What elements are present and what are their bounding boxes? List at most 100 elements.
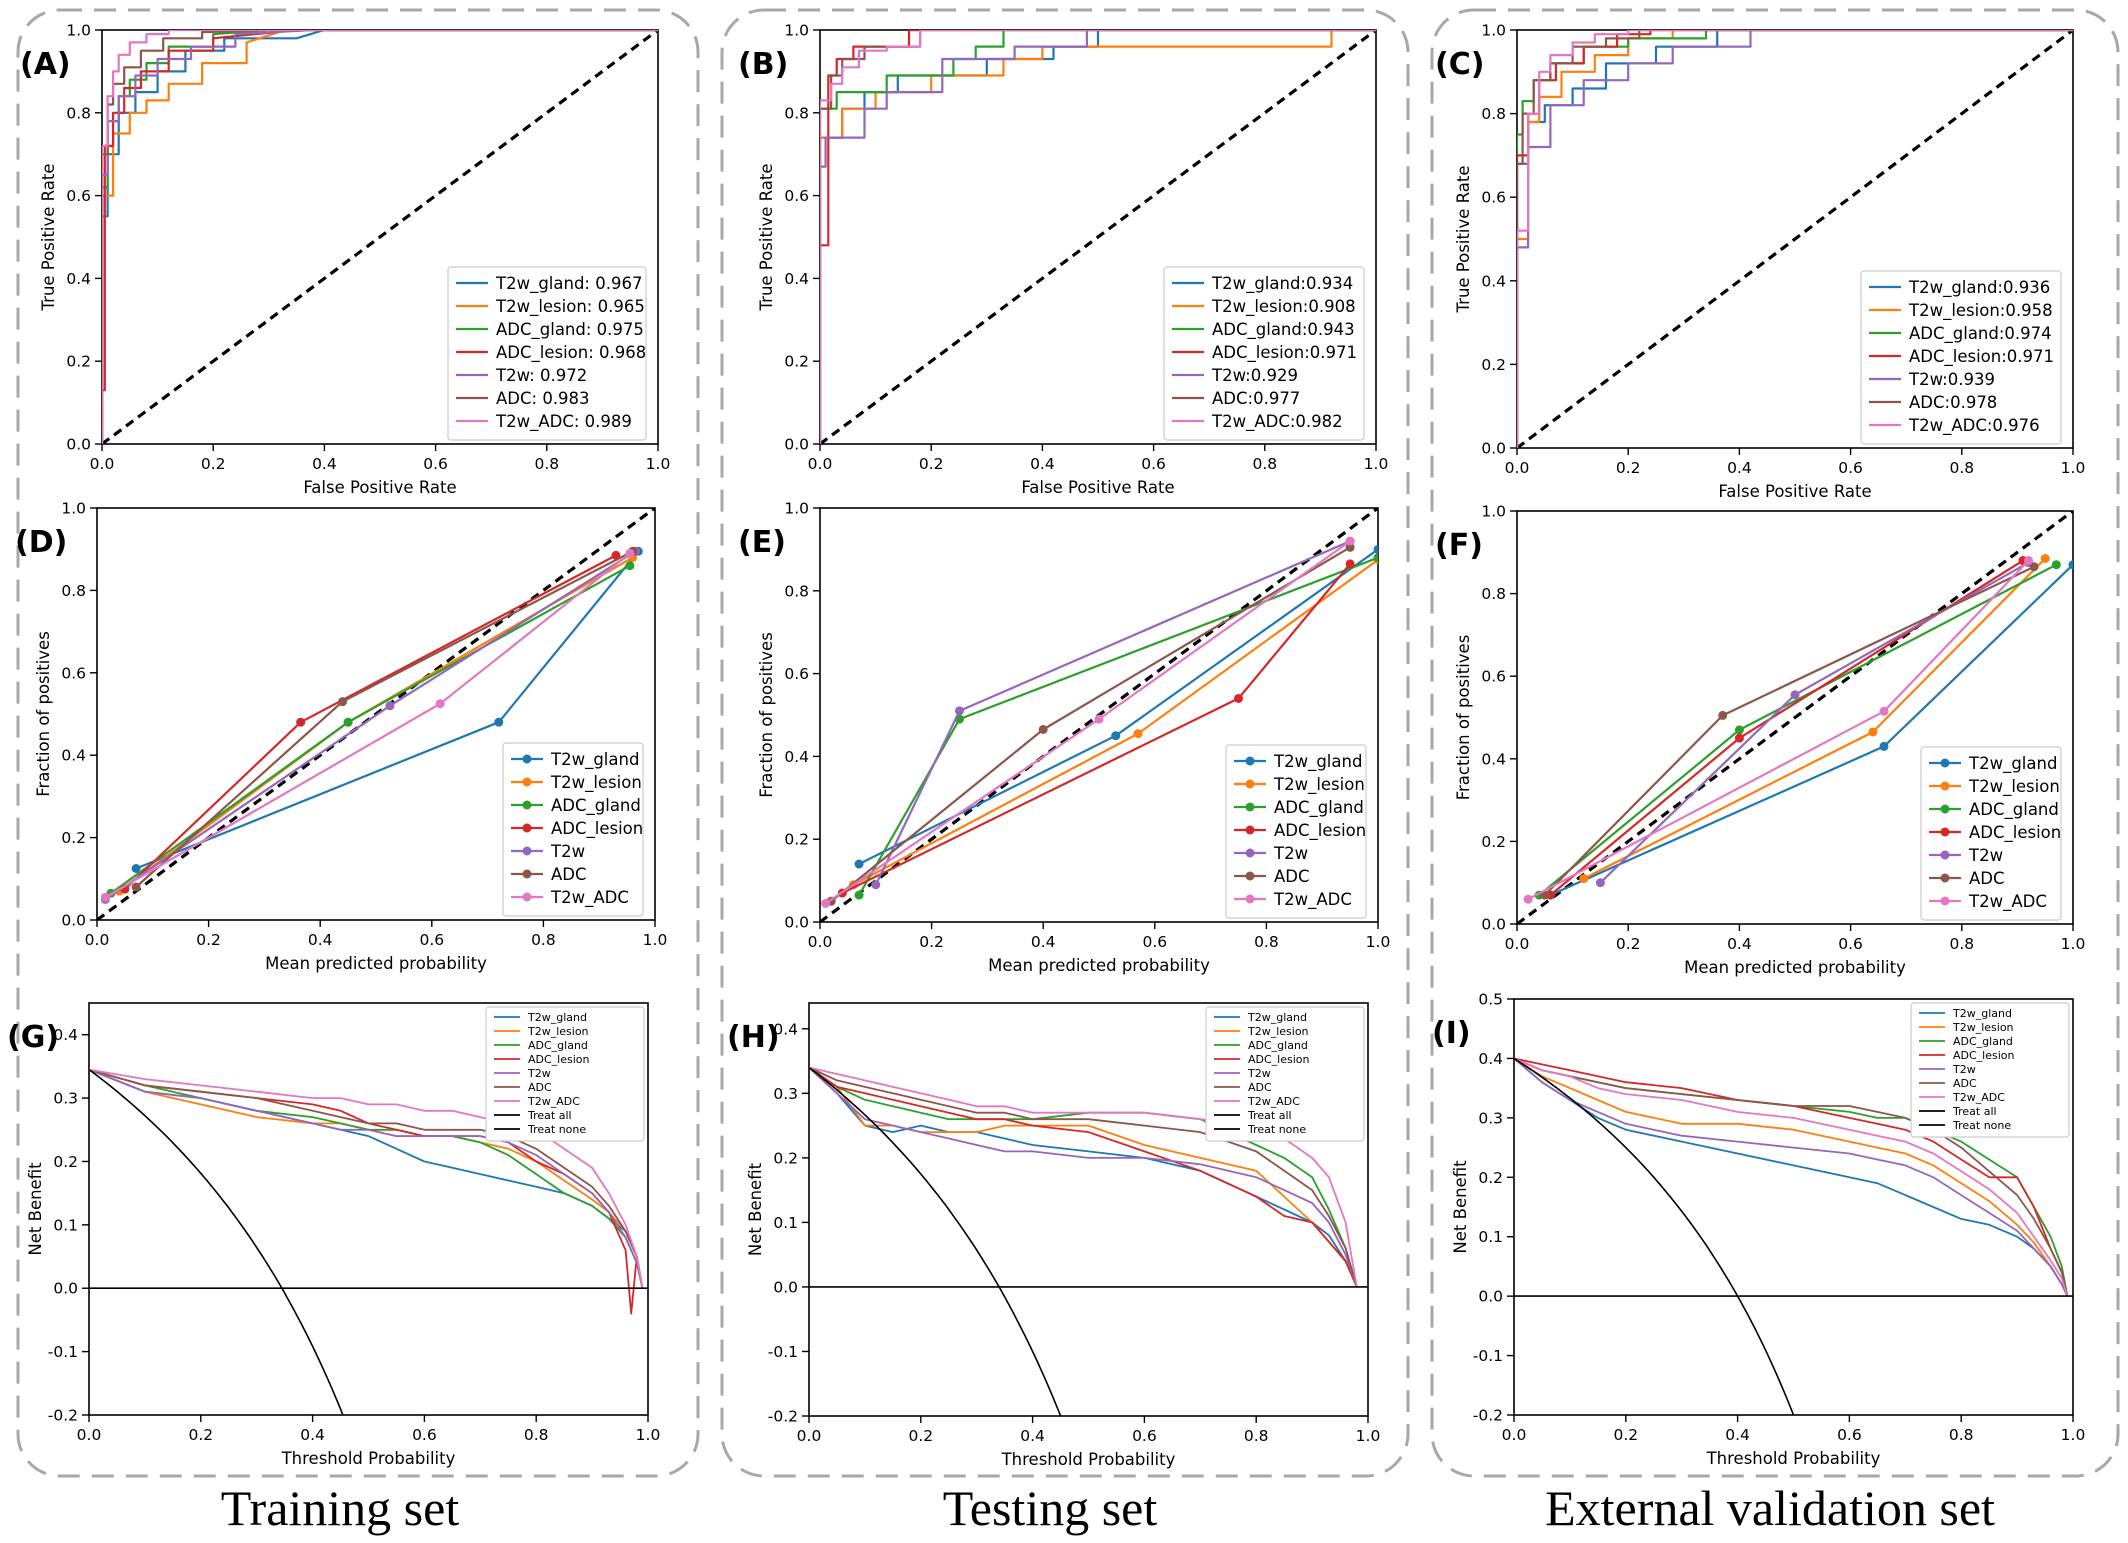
legend-entry: ADC_gland: 0.975 [496, 320, 644, 340]
x-tick-label: 0.8 [1949, 935, 1974, 953]
legend-entry: T2w:0.929 [1211, 366, 1298, 385]
plot-frame [808, 1002, 1369, 1417]
x-tick-label: 0.2 [1613, 1426, 1638, 1444]
legend-entry: T2w_lesion:0.908 [1211, 297, 1356, 317]
data-point [1345, 536, 1355, 546]
data-point [854, 859, 864, 869]
x-tick-label: 0.4 [1020, 1427, 1045, 1445]
data-point [385, 701, 395, 711]
x-tick-label: 1.0 [2061, 1426, 2086, 1444]
y-tick-label: 0.2 [1481, 356, 1506, 374]
y-tick-label: 0.6 [784, 187, 809, 205]
y-axis-label: Net Benefit [26, 1162, 45, 1256]
legend-entry: ADC:0.978 [1909, 393, 1997, 412]
series-line-t2w_lesion [102, 30, 658, 444]
y-tick-label: 0.3 [773, 1085, 798, 1103]
y-tick-label: 0.4 [784, 748, 809, 766]
y-tick-label: 0.4 [1478, 1050, 1503, 1068]
series-line-t2w [89, 1068, 644, 1289]
y-tick-label: -0.2 [768, 1408, 798, 1426]
plot-frame [88, 1002, 649, 1416]
x-tick-label: 0.4 [1725, 1426, 1750, 1444]
series-line-adc_lesion [102, 30, 658, 444]
column-title-external: External validation set [1545, 1480, 1995, 1536]
x-tick-label: 0.6 [419, 931, 444, 949]
legend-marker [1940, 827, 1950, 837]
legend-entry: T2w_lesion [1968, 777, 2060, 797]
legend: T2w_glandT2w_lesionADC_glandADC_lesionT2… [1205, 1006, 1365, 1142]
legend-entry: Treat none [1247, 1123, 1306, 1136]
data-point [100, 892, 110, 902]
y-tick-label: 0.8 [784, 104, 809, 122]
legend-entry: Treat none [1952, 1119, 2011, 1132]
series-layer [1517, 511, 2073, 924]
legend-box [485, 1006, 645, 1142]
legend-marker [522, 892, 532, 902]
x-tick-label: 0.4 [1030, 455, 1055, 473]
column-title-training: Training set [221, 1480, 460, 1536]
panel-label: (H) [727, 1020, 780, 1055]
x-tick-label: 0.4 [312, 455, 337, 473]
panel-label: (F) [1435, 528, 1483, 563]
legend-entry: T2w_ADC:0.976 [1908, 416, 2040, 436]
x-tick-label: 1.0 [1364, 455, 1389, 473]
data-point [2029, 562, 2039, 572]
legend-entry: ADC_lesion [551, 819, 643, 839]
y-tick-label: 0.4 [61, 747, 86, 765]
legend-marker [1940, 804, 1950, 814]
legend-marker [1245, 802, 1255, 812]
data-point [1111, 731, 1121, 741]
x-tick-label: 0.4 [1727, 935, 1752, 953]
legend-box [1163, 266, 1365, 441]
y-tick-label: 1.0 [61, 500, 86, 518]
x-tick-label: 0.0 [90, 455, 115, 473]
panel-label: (C) [1435, 47, 1484, 82]
legend-entry: Treat all [1247, 1109, 1292, 1122]
data-point [1345, 542, 1355, 552]
series-line-t2w_adc [1517, 30, 2073, 448]
series-line-t2w [809, 1066, 1358, 1288]
x-axis-label: Mean predicted probability [1684, 958, 1906, 977]
y-tick-label: 0.0 [1481, 916, 1506, 934]
x-tick-label: 0.2 [188, 1426, 213, 1444]
legend-entry: T2w:0.939 [1908, 370, 1995, 389]
x-tick-label: 1.0 [646, 455, 671, 473]
series-line-t2w_adc [809, 1066, 1358, 1288]
y-tick-label: 1.0 [784, 500, 809, 518]
data-point [131, 864, 141, 873]
plot-frame [96, 507, 656, 921]
x-tick-label: 1.0 [2061, 459, 2086, 477]
series-line-adc_lesion [1514, 1057, 2069, 1297]
y-tick-label: 0.4 [66, 270, 91, 288]
data-point [2040, 553, 2050, 563]
legend-entry: T2w_gland:0.936 [1908, 278, 2050, 298]
legend-entry: T2w: 0.972 [495, 366, 587, 385]
data-point [1523, 894, 1533, 904]
legend-entry: ADC_gland [1274, 798, 1364, 818]
y-tick-label: 0.1 [1478, 1228, 1503, 1246]
reference-diagonal [1517, 30, 2073, 448]
data-point [871, 880, 881, 890]
y-tick-label: 1.0 [1481, 22, 1506, 40]
y-tick-label: 0.5 [1478, 991, 1503, 1009]
legend-entry: T2w_ADC [527, 1095, 580, 1108]
legend-entry: T2w_lesion [1247, 1025, 1309, 1038]
y-tick-label: 0.0 [773, 1278, 798, 1296]
y-tick-label: 0.4 [773, 1020, 798, 1038]
data-point [1734, 733, 1744, 743]
series-line-adc [1514, 1057, 2069, 1297]
reference-diagonal [102, 30, 658, 444]
series-line-adc_lesion [820, 30, 1376, 247]
x-tick-label: 0.8 [1244, 1427, 1269, 1445]
series-layer [1514, 1057, 2073, 1415]
x-tick-label: 1.0 [643, 931, 668, 949]
reference-diagonal [1517, 511, 2073, 924]
legend-entry: ADC_gland:0.974 [1909, 324, 2052, 344]
legend-entry: T2w_lesion [527, 1025, 589, 1038]
legend-box [1860, 270, 2062, 445]
x-tick-label: 1.0 [2061, 935, 2086, 953]
panel-label: (E) [738, 525, 786, 560]
group-box-testing [720, 8, 1410, 1478]
